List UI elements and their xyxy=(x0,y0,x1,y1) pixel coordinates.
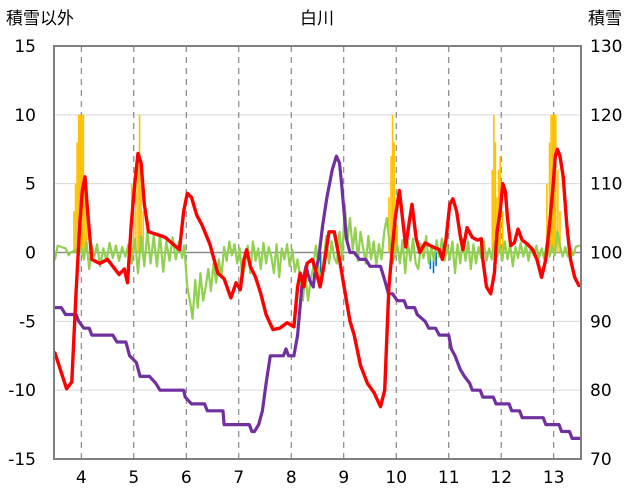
precip-bar xyxy=(557,169,559,253)
grid xyxy=(54,45,581,460)
precip-bar xyxy=(79,114,82,253)
y-left-tick: -10 xyxy=(8,381,36,401)
precip-bar xyxy=(135,169,137,253)
precip-bar xyxy=(432,252,435,274)
precip-bar xyxy=(390,156,392,253)
y-left-label: 積雪以外 xyxy=(6,9,74,29)
x-tick: 4 xyxy=(76,468,87,488)
precip-bar xyxy=(74,183,77,253)
chart-title: 白川 xyxy=(300,9,334,29)
y-right-label: 積雪 xyxy=(588,9,622,29)
precip-bar xyxy=(140,169,142,253)
x-tick: 13 xyxy=(543,468,565,488)
y-left-tick: 15 xyxy=(14,37,36,57)
precip-bar xyxy=(85,211,88,253)
precip-bar xyxy=(76,142,78,253)
precip-bar xyxy=(559,211,561,253)
tick-labels: 15 10 5 0 -5 -10 -15 130 120 110 100 90 80 70 4 5 6 7 8 9 10… xyxy=(8,37,622,488)
y-left-tick: -15 xyxy=(8,450,36,470)
y-left-tick: 0 xyxy=(25,244,36,264)
precip-bar xyxy=(546,183,548,253)
x-tick: 8 xyxy=(286,468,297,488)
y-right-tick: 90 xyxy=(590,312,612,332)
x-tick: 6 xyxy=(181,468,192,488)
y-left-tick: 10 xyxy=(14,106,36,126)
precip-bar xyxy=(491,169,494,253)
x-tick: 7 xyxy=(233,468,244,488)
precip-bar xyxy=(494,142,497,253)
y-right-tick: 100 xyxy=(590,244,622,264)
precip-bar xyxy=(493,114,495,253)
precip-bar xyxy=(393,142,395,253)
precip-bar xyxy=(319,252,322,274)
precip-bar xyxy=(137,156,139,253)
precip-bar xyxy=(555,114,557,253)
precip-bar xyxy=(142,211,145,253)
precip-bar xyxy=(388,197,390,253)
y-right-tick: 120 xyxy=(590,106,622,126)
x-tick: 10 xyxy=(385,468,407,488)
precip-bar xyxy=(132,211,135,253)
precip-bar xyxy=(81,114,83,253)
y-right-tick: 70 xyxy=(590,450,612,470)
y-left-tick: -5 xyxy=(19,312,36,332)
y-right-tick: 110 xyxy=(590,175,622,195)
x-tick: 9 xyxy=(338,468,349,488)
precip-bar xyxy=(394,211,397,253)
temperature-line xyxy=(53,147,581,409)
precip-bar xyxy=(550,114,552,253)
wind-line xyxy=(53,203,580,320)
precip-bar xyxy=(435,252,437,267)
precip-bar xyxy=(77,114,80,253)
precip-bar xyxy=(84,183,86,253)
precip-bar xyxy=(502,211,504,253)
precip-bar xyxy=(429,252,432,270)
y-right-tick: 130 xyxy=(590,37,622,57)
x-tick: 5 xyxy=(128,468,139,488)
y-right-tick: 80 xyxy=(590,381,612,401)
precip-bar xyxy=(138,114,141,253)
series-lines xyxy=(53,147,582,440)
x-tick: 11 xyxy=(438,468,460,488)
precip-bar xyxy=(73,211,75,253)
y-left-tick: 5 xyxy=(25,175,36,195)
x-tick: 12 xyxy=(490,468,512,488)
plot-frame xyxy=(53,45,582,460)
precip-bar xyxy=(396,224,399,253)
snow-depth-line xyxy=(53,154,582,440)
precip-bar xyxy=(391,114,394,253)
precip-bar xyxy=(548,142,551,253)
